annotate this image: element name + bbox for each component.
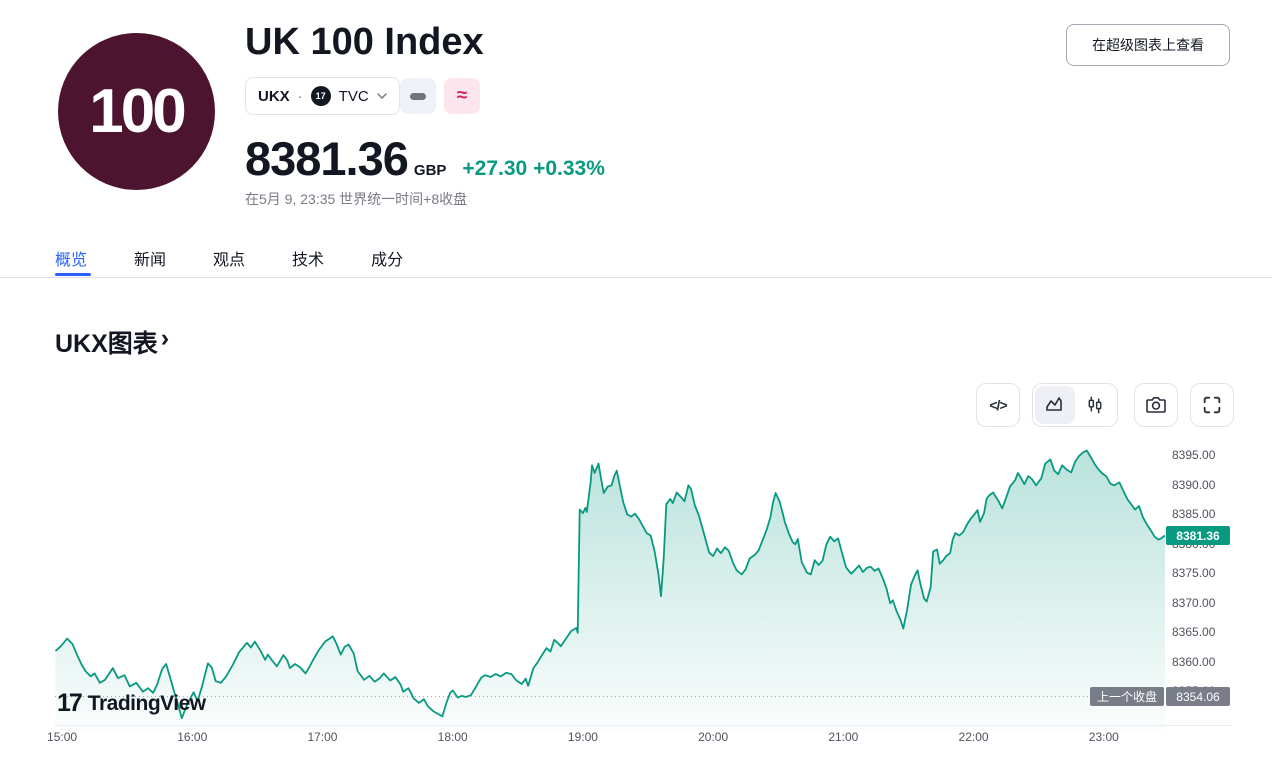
tradingview-logo-icon: 17 — [57, 689, 83, 717]
chart-type-switcher — [1032, 383, 1118, 427]
price-change: +27.30 +0.33% — [462, 157, 605, 180]
area-chart-icon — [1046, 397, 1062, 411]
last-price: 8381.36 — [245, 132, 409, 185]
time-axis-label: 17:00 — [307, 730, 338, 744]
chart-section-title: UKX图表 — [55, 330, 158, 358]
time-axis-label: 20:00 — [698, 730, 729, 744]
area-chart-type-button[interactable] — [1035, 386, 1075, 424]
time-axis-divider — [55, 725, 1232, 726]
candles-chart-type-button[interactable] — [1075, 386, 1115, 424]
fullscreen-icon — [1203, 396, 1221, 414]
flag-button[interactable] — [400, 78, 436, 114]
tab-technicals[interactable]: 技术 — [292, 252, 325, 269]
page-title: UK 100 Index — [245, 21, 484, 63]
price-row: 8381.36 GBP +27.30 +0.33% — [245, 131, 605, 186]
chevron-down-icon — [376, 93, 387, 99]
time-axis-label: 18:00 — [437, 730, 468, 744]
candlestick-icon — [1088, 396, 1102, 414]
separator-dot: · — [297, 87, 303, 105]
price-axis-label: 8370.00 — [1172, 595, 1216, 610]
price-axis-label: 8390.00 — [1172, 477, 1216, 492]
similar-symbols-button[interactable]: ≈ — [444, 78, 480, 114]
chart-section-link[interactable]: UKX图表 › — [55, 324, 169, 360]
active-tab-underline — [55, 273, 91, 276]
exchange-name: TVC — [338, 87, 369, 105]
chevron-right-icon: › — [160, 324, 170, 352]
tvc-exchange-icon: 17 — [310, 86, 331, 106]
time-axis-label: 22:00 — [958, 730, 989, 744]
symbol-logo-text: 100 — [89, 77, 186, 146]
tab-components[interactable]: 成分 — [371, 252, 404, 269]
price-axis-label: 8395.00 — [1172, 448, 1216, 463]
time-axis-label: 15:00 — [47, 730, 78, 744]
symbol-ticker: UKX — [258, 87, 290, 105]
symbol-selector[interactable]: UKX · 17 TVC — [245, 77, 400, 115]
price-line — [55, 449, 1165, 720]
area-fill — [55, 450, 1165, 730]
symbol-logo: 100 — [58, 33, 215, 190]
approx-icon: ≈ — [456, 85, 468, 106]
price-axis-label: 8360.00 — [1172, 654, 1216, 669]
code-icon: </> — [989, 397, 1007, 413]
tab-overview[interactable]: 概览 — [55, 252, 88, 269]
camera-icon — [1146, 397, 1166, 413]
fullscreen-button[interactable] — [1190, 383, 1234, 427]
previous-close-badges: 上一个收盘 8354.06 — [1090, 687, 1230, 707]
tradingview-logo-text: TradingView — [87, 691, 206, 715]
currency-label: GBP — [413, 162, 447, 179]
code-embed-button[interactable]: </> — [976, 383, 1020, 427]
time-axis-label: 19:00 — [567, 730, 598, 744]
previous-close-value-badge: 8354.06 — [1166, 687, 1230, 707]
flag-bar-icon — [410, 92, 426, 100]
previous-close-label-badge: 上一个收盘 — [1090, 687, 1164, 707]
view-on-superchart-button[interactable]: 在超级图表上查看 — [1066, 24, 1230, 66]
tab-news[interactable]: 新闻 — [134, 252, 167, 269]
last-price-badge: 8381.36 — [1166, 526, 1230, 546]
time-axis-label: 16:00 — [177, 730, 208, 744]
tab-ideas[interactable]: 观点 — [213, 252, 246, 269]
time-axis-label: 23:00 — [1088, 730, 1119, 744]
time-axis-label: 21:00 — [828, 730, 859, 744]
price-axis-label: 8375.00 — [1172, 566, 1216, 581]
snapshot-button[interactable] — [1134, 383, 1178, 427]
tab-bar: 概览 新闻 观点 技术 成分 — [55, 246, 403, 270]
tabs-divider — [0, 277, 1272, 278]
tradingview-watermark[interactable]: 17 TradingView — [57, 689, 206, 718]
market-status: 在5月 9, 23:35 世界统一时间+8收盘 — [245, 191, 468, 207]
price-axis-label: 8385.00 — [1172, 507, 1216, 522]
price-axis-label: 8365.00 — [1172, 625, 1216, 640]
price-chart[interactable] — [55, 440, 1165, 730]
